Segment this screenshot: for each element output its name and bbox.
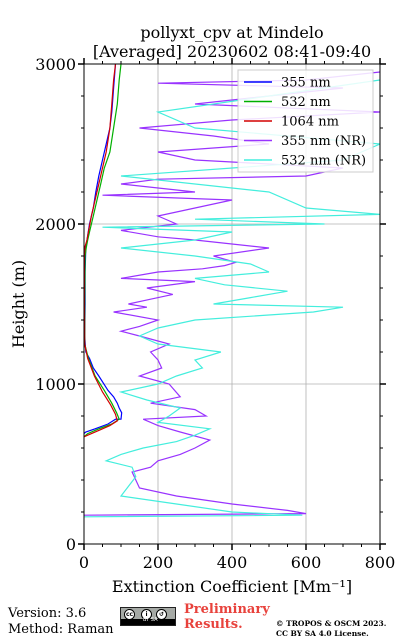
- x-tick-label: 0: [79, 553, 89, 572]
- copyright-notice: © TROPOS & OSCM 2023. CC BY SA 4.0 Licen…: [276, 619, 386, 639]
- x-tick-label: 800: [365, 553, 396, 572]
- legend-entry: 355 nm (NR): [281, 134, 366, 149]
- legend: 355 nm 532 nm 1064 nm 355 nm (NR) 532 nm (NR…: [237, 69, 374, 173]
- method-text: Method: Raman: [8, 622, 114, 637]
- y-tick-label: 3000: [35, 55, 76, 74]
- chart-title: pollyxt_cpv at Mindelo: [140, 23, 323, 42]
- preliminary-line2: Results.: [184, 617, 243, 632]
- license-badge-text: BY SA: [143, 617, 158, 623]
- x-tick-label: 400: [217, 553, 248, 572]
- legend-entry: 1064 nm: [281, 115, 339, 130]
- series-line-532-nm-nr-: [84, 79, 380, 518]
- x-axis-label: Extinction Coefficient [Mm⁻¹]: [112, 577, 352, 596]
- y-tick-label: 1000: [35, 375, 76, 394]
- preliminary-line1: Preliminary: [184, 602, 270, 617]
- cc-by-sa-icon: cc i ↺ BY SA: [120, 607, 176, 626]
- x-tick-label: 200: [143, 553, 174, 572]
- y-tick-label: 2000: [35, 215, 76, 234]
- series-lines: [84, 64, 380, 518]
- x-tick-label: 600: [291, 553, 322, 572]
- series-line-1064-nm: [84, 64, 118, 438]
- series-line-355-nm: [84, 64, 123, 435]
- extinction-profile-chart: pollyxt_cpv at Mindelo [Averaged] 202306…: [9, 23, 395, 596]
- legend-entry: 532 nm: [281, 95, 331, 110]
- axis-ticks: 0 200 400 600 800 0 1000 2000 3000: [35, 55, 395, 572]
- preliminary-notice: Preliminary Results.: [184, 602, 270, 632]
- y-axis-label: Height (m): [9, 260, 28, 348]
- series-line-355-nm-nr-: [84, 71, 380, 516]
- copyright-line2: CC BY SA 4.0 License.: [276, 629, 369, 638]
- version-text: Version: 3.6: [8, 606, 87, 621]
- y-tick-label: 0: [66, 535, 76, 554]
- chart-subtitle: [Averaged] 20230602 08:41-09:40: [93, 42, 371, 61]
- legend-entry: 532 nm (NR): [281, 154, 366, 169]
- copyright-line1: © TROPOS & OSCM 2023.: [276, 619, 387, 628]
- series-line-532-nm: [84, 64, 122, 438]
- legend-entry: 355 nm: [281, 76, 331, 91]
